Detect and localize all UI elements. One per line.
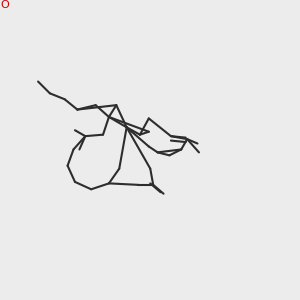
Text: O: O <box>0 0 9 10</box>
Text: O: O <box>0 0 9 11</box>
Text: H: H <box>1 0 9 10</box>
Text: O: O <box>0 0 9 10</box>
Text: O: O <box>0 0 9 11</box>
Text: O: O <box>0 0 9 10</box>
Text: O: O <box>0 0 9 10</box>
Text: O: O <box>0 0 9 10</box>
